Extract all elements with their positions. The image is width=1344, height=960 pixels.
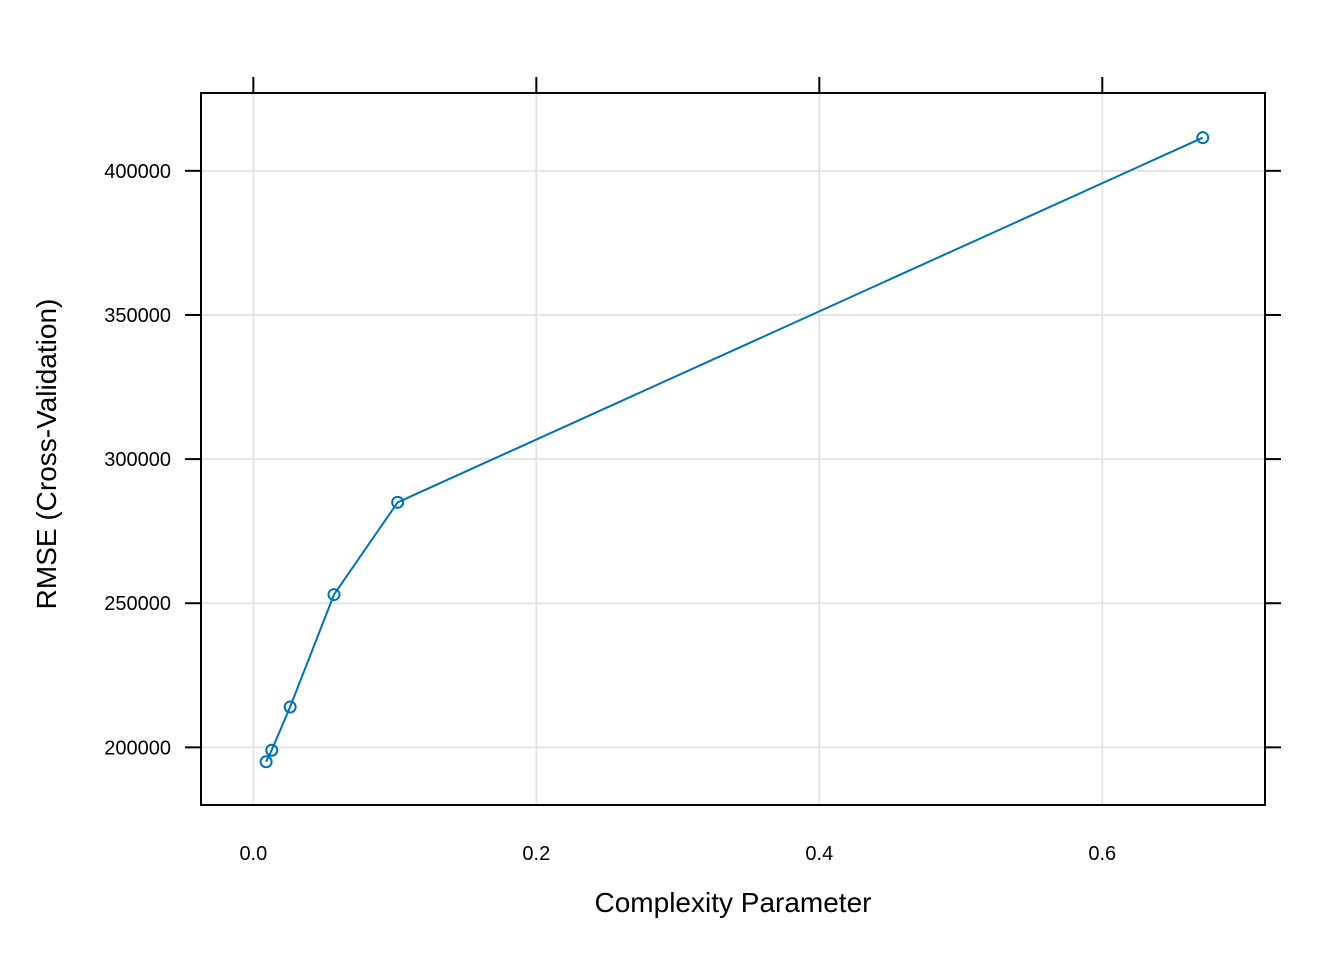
y-tick-label: 400000 (104, 161, 171, 183)
y-axis-title: RMSE (Cross-Validation) (31, 299, 62, 610)
y-tick-label: 350000 (104, 305, 171, 327)
y-tick-label: 300000 (104, 449, 171, 471)
series-line (266, 138, 1203, 762)
series-layer (261, 132, 1209, 767)
y-tick-label: 200000 (104, 737, 171, 759)
x-tick-label: 0.0 (239, 843, 267, 865)
x-tick-label: 0.4 (805, 843, 833, 865)
grid-lines (201, 93, 1265, 805)
y-tick-label: 250000 (104, 593, 171, 615)
plot-frame (201, 93, 1265, 805)
x-tick-label: 0.6 (1088, 843, 1116, 865)
x-axis-title: Complexity Parameter (595, 887, 872, 918)
data-point (1197, 132, 1208, 143)
x-tick-label: 0.2 (522, 843, 550, 865)
